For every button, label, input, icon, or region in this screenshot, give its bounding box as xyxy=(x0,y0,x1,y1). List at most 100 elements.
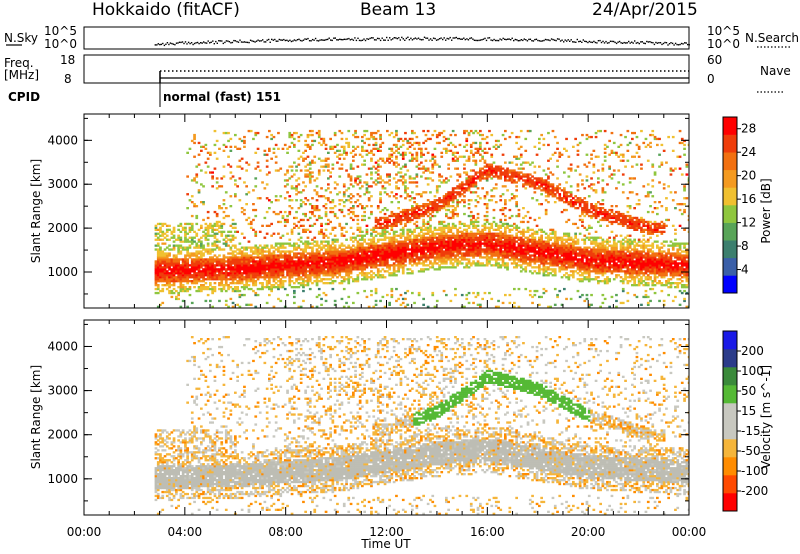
power-cell xyxy=(297,238,301,241)
power-cell xyxy=(374,246,378,249)
power-cell xyxy=(317,276,321,279)
power-cell xyxy=(211,305,214,308)
nsky-point xyxy=(163,44,166,47)
power-cell xyxy=(274,278,278,281)
power-cell xyxy=(376,250,380,253)
power-cell xyxy=(397,268,400,271)
power-cell xyxy=(435,191,439,194)
power-cell xyxy=(388,252,391,255)
power-cell xyxy=(188,272,192,275)
power-cell xyxy=(277,246,280,249)
power-cell xyxy=(390,214,394,218)
power-cell xyxy=(240,256,244,259)
power-cell xyxy=(181,287,185,291)
power-cell xyxy=(163,248,167,251)
power-cell xyxy=(308,276,312,279)
power-cell xyxy=(392,161,396,164)
power-cell xyxy=(288,260,292,263)
power-cell xyxy=(411,270,414,273)
nsky-point xyxy=(216,42,218,44)
power-cell xyxy=(197,252,201,255)
power-cell xyxy=(374,262,378,265)
nsky-point xyxy=(673,44,675,46)
power-cell xyxy=(204,270,208,273)
power-cell xyxy=(288,266,292,269)
power-cell xyxy=(184,286,187,289)
power-cell xyxy=(234,266,237,269)
power-cell xyxy=(165,224,169,227)
power-cell xyxy=(306,264,310,267)
power-cell xyxy=(460,155,464,158)
power-cell xyxy=(331,226,335,229)
power-cell xyxy=(352,248,355,251)
power-cell xyxy=(202,262,205,265)
power-cell xyxy=(447,228,450,231)
power-cell xyxy=(365,149,369,152)
power-cell xyxy=(367,246,371,249)
nsky-point xyxy=(637,41,639,44)
power-cell xyxy=(277,270,280,273)
power-cell xyxy=(352,218,355,222)
power-cell xyxy=(494,222,498,226)
power-cell xyxy=(179,274,183,277)
power-cell xyxy=(218,226,221,229)
power-cell xyxy=(465,181,469,184)
power-cell xyxy=(315,278,319,281)
power-cell xyxy=(465,250,469,253)
power-cell xyxy=(277,268,280,271)
power-cell xyxy=(411,157,414,160)
power-cell xyxy=(222,264,226,267)
power-cell xyxy=(485,175,489,178)
power-cell xyxy=(447,137,450,141)
power-cell xyxy=(159,268,162,271)
power-cell xyxy=(331,246,335,249)
power-cell xyxy=(386,181,389,184)
power-cell xyxy=(306,169,310,172)
power-cell xyxy=(349,260,353,263)
power-cell xyxy=(315,248,319,251)
power-cell xyxy=(467,183,471,186)
power-cell xyxy=(435,240,439,243)
power-cell xyxy=(279,246,283,249)
power-cell xyxy=(438,175,441,178)
power-cell xyxy=(460,181,464,184)
power-cell xyxy=(243,270,246,273)
power-cell xyxy=(501,258,505,261)
power-cell xyxy=(449,149,453,152)
power-cell xyxy=(374,250,378,253)
power-cell xyxy=(363,252,366,255)
nsky-tick-top: 10^5 xyxy=(44,24,77,38)
power-cell xyxy=(304,246,307,249)
power-cell xyxy=(381,244,385,247)
power-cell xyxy=(456,187,459,190)
power-cell xyxy=(358,179,362,182)
power-cell xyxy=(433,159,437,162)
power-cell xyxy=(317,216,321,220)
power-cell xyxy=(370,238,373,241)
power-cell xyxy=(342,195,346,198)
power-cell xyxy=(497,177,500,180)
power-cell xyxy=(449,299,453,303)
power-cell xyxy=(211,224,214,227)
power-cell xyxy=(399,153,403,156)
power-cell xyxy=(365,274,369,277)
power-cell xyxy=(236,230,239,233)
power-cell xyxy=(293,143,296,147)
power-cell xyxy=(202,270,205,273)
power-cell xyxy=(283,262,287,265)
power-cell xyxy=(456,173,459,176)
power-cell xyxy=(220,248,224,251)
power-cell xyxy=(234,278,237,281)
power-cell xyxy=(356,145,360,148)
power-cell xyxy=(483,161,487,164)
power-cell xyxy=(345,268,348,271)
power-cell xyxy=(447,208,450,212)
power-cell xyxy=(469,264,473,267)
power-cell xyxy=(179,287,183,291)
power-cell xyxy=(320,242,323,245)
power-cell xyxy=(476,177,480,180)
power-cell xyxy=(356,165,360,168)
power-cell xyxy=(211,175,214,178)
power-cell xyxy=(426,226,430,229)
power-cell xyxy=(460,256,464,259)
